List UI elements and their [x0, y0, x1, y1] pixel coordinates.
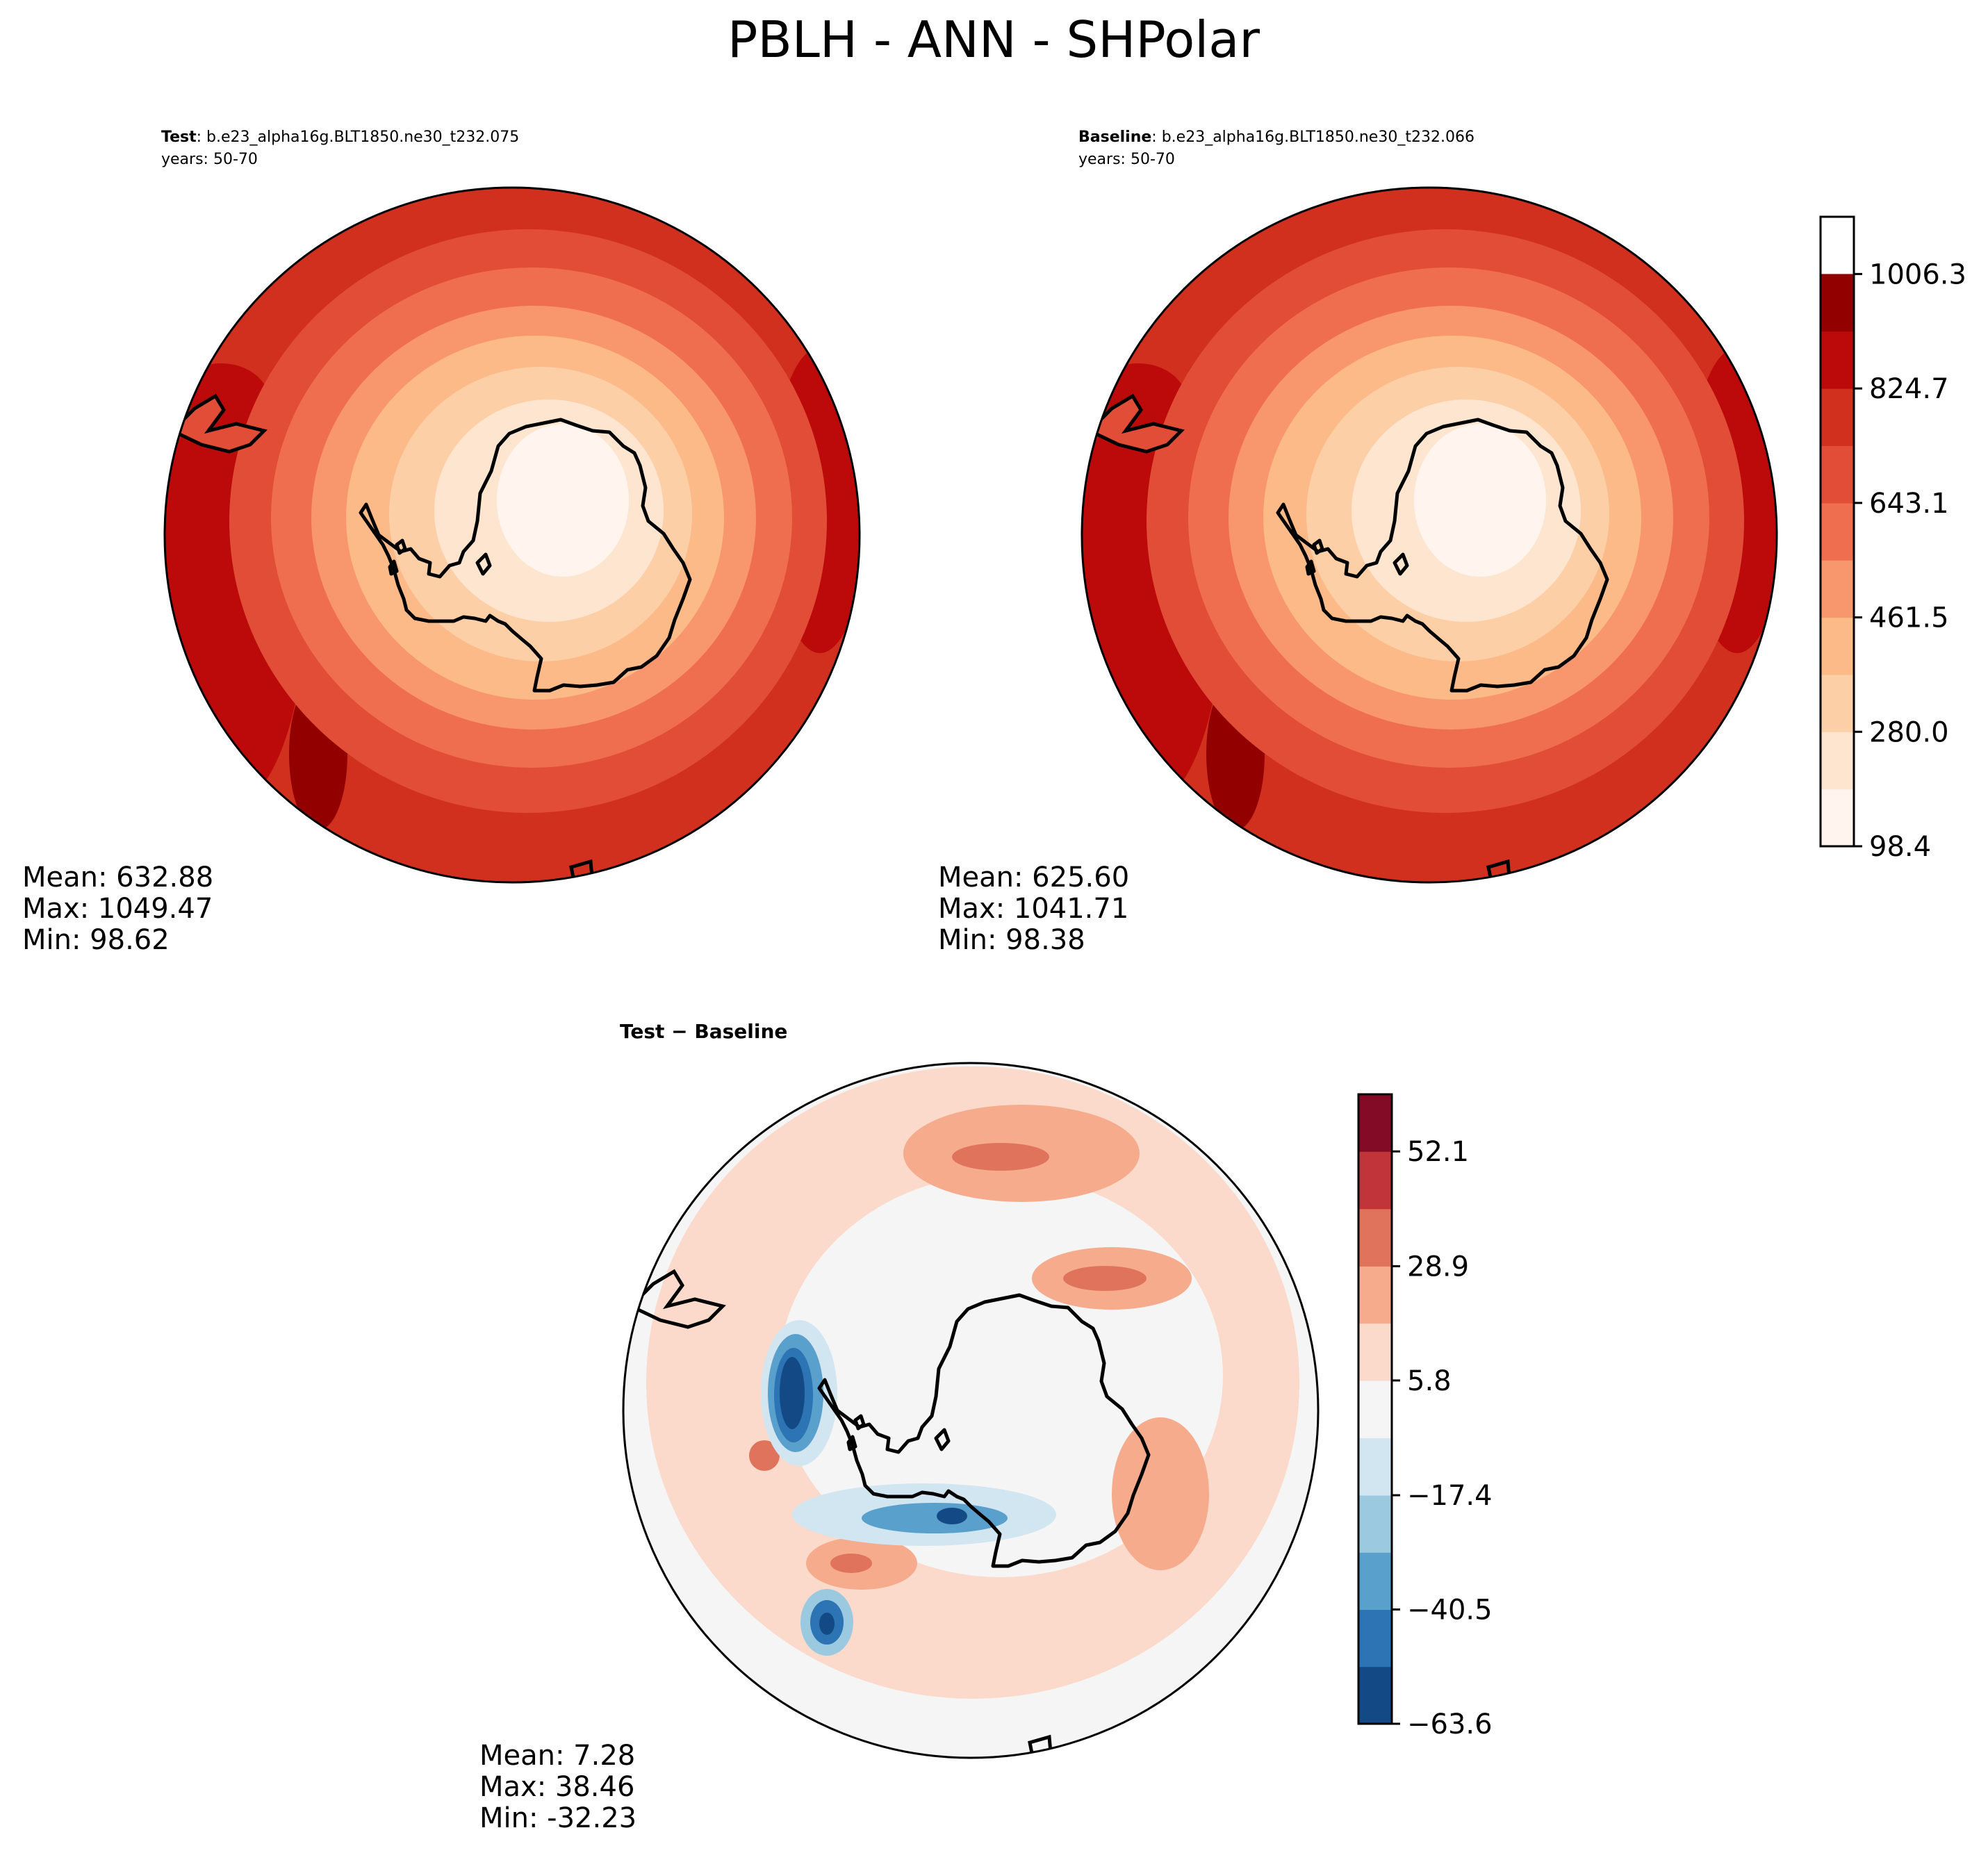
baseline-title: Baseline: b.e23_alpha16g.BLT1850.ne30_t2…: [1078, 129, 1474, 146]
colorbar-absolute-tick-label: 461.5: [1869, 602, 1949, 634]
diff-field-neg-south-core: [819, 1613, 835, 1635]
colorbar-absolute-segment: [1821, 732, 1854, 790]
colorbar-difference-segment: [1358, 1552, 1392, 1611]
baseline-map-boundary: [1081, 186, 1778, 884]
colorbar-absolute-frame: [1819, 215, 1855, 848]
colorbar-difference-segment: [1358, 1438, 1392, 1496]
colorbar-difference-tick-label: 5.8: [1407, 1365, 1452, 1397]
test-map: [165, 188, 860, 882]
colorbar-difference-tick-label: 28.9: [1407, 1251, 1469, 1283]
test-title-label: Test: [161, 129, 197, 146]
difference-stat-min: Min: -32.23: [479, 1802, 636, 1834]
colorbar-absolute: 98.4 280.0 461.5 643.1 824.7 1006.3: [1819, 215, 1966, 863]
colorbar-absolute-tick-label: 824.7: [1869, 373, 1949, 405]
colorbar-difference-tick-label: −40.5: [1407, 1595, 1493, 1626]
test-panel: Test: b.e23_alpha16g.BLT1850.ne30_t232.0…: [22, 129, 861, 956]
baseline-stat-max: Max: 1041.71: [938, 893, 1128, 925]
test-map-boundary: [163, 186, 861, 884]
test-stat-mean: Mean: 632.88: [22, 862, 213, 893]
diff-field-pos-east-core: [1063, 1266, 1147, 1291]
colorbar-difference-segment: [1358, 1151, 1392, 1210]
difference-stat-mean: Mean: 7.28: [479, 1740, 635, 1772]
baseline-stat-min: Min: 98.38: [938, 924, 1085, 956]
colorbar-absolute-segment: [1821, 617, 1854, 675]
test-years: years: 50-70: [161, 151, 258, 168]
colorbar-difference-segment: [1358, 1666, 1392, 1724]
colorbar-difference-segment: [1358, 1266, 1392, 1324]
colorbar-difference-segment: [1358, 1495, 1392, 1553]
baseline-panel: Baseline: b.e23_alpha16g.BLT1850.ne30_t2…: [938, 129, 1778, 956]
difference-panel: Test − Baseline: [479, 1020, 1320, 1834]
baseline-coastline-peninsula: [1086, 393, 1185, 454]
test-coastline-peninsula: [169, 393, 268, 454]
colorbar-absolute-segment: [1821, 560, 1854, 618]
colorbar-difference-tick-label: −63.6: [1407, 1708, 1493, 1740]
colorbar-difference-tick-label: −17.4: [1407, 1480, 1493, 1512]
baseline-title-label: Baseline: [1078, 129, 1151, 146]
colorbar-absolute-segment: [1821, 388, 1854, 446]
baseline-years: years: 50-70: [1078, 151, 1175, 168]
test-stat-min: Min: 98.62: [22, 924, 170, 956]
diff-field-neg-west-core: [780, 1357, 805, 1429]
colorbar-difference-tick-label: 52.1: [1407, 1136, 1469, 1168]
difference-stat-max: Max: 38.46: [479, 1771, 634, 1803]
colorbar-difference-segment: [1358, 1208, 1392, 1267]
colorbar-difference-segment: [1358, 1094, 1392, 1152]
diff-field-neg-band-core: [937, 1508, 967, 1524]
baseline-stat-mean: Mean: 625.60: [938, 862, 1129, 893]
colorbar-difference-frame: [1357, 1093, 1393, 1725]
difference-map: [623, 1063, 1318, 1758]
colorbar-absolute-segment: [1821, 274, 1854, 332]
colorbar-absolute-segment: [1821, 445, 1854, 504]
colorbar-absolute-segment: [1821, 789, 1854, 847]
test-stat-max: Max: 1049.47: [22, 893, 213, 925]
colorbar-absolute-segment: [1821, 331, 1854, 389]
colorbar-absolute-tick-label: 280.0: [1869, 716, 1949, 748]
diff-field-pos-west: [749, 1440, 780, 1471]
colorbar-difference: −63.6 −40.5 −17.4 5.8 28.9 52.1: [1357, 1093, 1493, 1740]
diff-field-pos-south-core: [830, 1554, 872, 1573]
colorbar-absolute-segment: [1821, 674, 1854, 732]
colorbar-absolute-tick-label: 1006.3: [1869, 258, 1966, 290]
diff-coastline-peninsula: [627, 1269, 726, 1329]
colorbar-difference-segment: [1358, 1380, 1392, 1438]
figure-title: PBLH - ANN - SHPolar: [728, 10, 1260, 69]
test-title: Test: b.e23_alpha16g.BLT1850.ne30_t232.0…: [161, 129, 519, 146]
baseline-map: [1082, 188, 1777, 882]
colorbar-difference-segment: [1358, 1609, 1392, 1667]
test-field-band-0: [497, 424, 629, 577]
baseline-field-band-0: [1414, 424, 1546, 577]
diff-field-neg-band-2: [862, 1503, 1008, 1533]
colorbar-absolute-segment: [1821, 502, 1854, 561]
colorbar-absolute-tick-label: 98.4: [1869, 831, 1931, 863]
test-case-name: : b.e23_alpha16g.BLT1850.ne30_t232.075: [197, 129, 520, 146]
diff-field-pos-north-2: [952, 1143, 1049, 1171]
colorbar-absolute-tick-label: 643.1: [1869, 488, 1949, 520]
colorbar-difference-segment: [1358, 1323, 1392, 1381]
difference-map-boundary: [622, 1062, 1320, 1759]
diff-field-pos-southeast: [1112, 1417, 1209, 1570]
baseline-case-name: : b.e23_alpha16g.BLT1850.ne30_t232.066: [1151, 129, 1474, 146]
difference-title: Test − Baseline: [620, 1020, 787, 1043]
